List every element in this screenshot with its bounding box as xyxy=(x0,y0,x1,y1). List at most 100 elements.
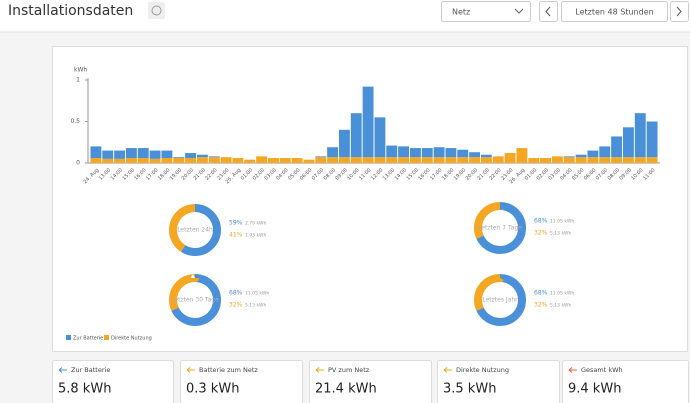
prev-button[interactable] xyxy=(539,1,558,22)
bar-segment xyxy=(575,157,587,163)
card-value: 3.5 kWh xyxy=(443,382,496,397)
donut-segment xyxy=(474,202,526,254)
bar-segment xyxy=(279,158,291,163)
donut-center-label: Letzten 7 Tage xyxy=(478,225,522,232)
bar-segment xyxy=(114,158,126,163)
donut-percent: 41% xyxy=(229,232,243,239)
bar-segment xyxy=(646,157,658,163)
prev-icon xyxy=(545,6,551,17)
stat-card xyxy=(309,360,432,403)
donut-amount: 2.79 kWh xyxy=(245,221,267,227)
bar-segment xyxy=(622,127,634,158)
card-icon xyxy=(186,367,195,373)
bar-segment xyxy=(433,157,445,163)
bar-segment xyxy=(587,157,599,163)
bar-segment xyxy=(563,156,575,158)
next-button[interactable] xyxy=(670,1,689,22)
bar-segment xyxy=(196,154,208,158)
donut-percent: 68% xyxy=(229,290,243,297)
bar-segment xyxy=(303,159,315,163)
bar-segment xyxy=(185,153,197,159)
bar-segment xyxy=(587,150,599,158)
bar-segment xyxy=(611,157,623,163)
bar-segment xyxy=(551,156,563,163)
bar-segment xyxy=(362,86,374,158)
bar-segment xyxy=(386,157,398,163)
bar-segment xyxy=(421,148,433,158)
bar-segment xyxy=(185,158,197,163)
bar-segment xyxy=(173,157,185,159)
bar-segment xyxy=(149,150,161,159)
bar-segment xyxy=(469,152,481,158)
card-label: Batterie zum Netz xyxy=(199,366,258,374)
range-button[interactable] xyxy=(561,1,668,22)
bar-segment xyxy=(540,158,552,163)
bar-segment xyxy=(457,149,469,158)
bar-segment xyxy=(398,146,410,158)
bar-segment xyxy=(398,157,410,163)
info-icon xyxy=(151,5,162,16)
bar-segment xyxy=(445,148,457,158)
select-box[interactable] xyxy=(441,1,531,22)
bar-segment xyxy=(173,158,185,163)
donut-segment xyxy=(474,274,526,326)
donut-amount: 5.13 kWh xyxy=(550,231,572,237)
bar-segment xyxy=(599,146,611,158)
bar-segment xyxy=(528,158,540,163)
donut-amount: 5.13 kWh xyxy=(550,303,572,309)
bar-segment xyxy=(480,154,492,158)
bar-segment xyxy=(646,121,658,158)
bar-segment xyxy=(374,157,386,163)
bar-segment xyxy=(350,113,362,158)
bar-segment xyxy=(409,148,421,158)
bar-segment xyxy=(102,158,114,163)
bar-segment xyxy=(374,117,386,158)
bar-segment xyxy=(256,156,268,163)
bar-segment xyxy=(267,158,279,163)
bar-segment xyxy=(315,157,327,163)
info-button[interactable] xyxy=(148,2,165,19)
donut-segment xyxy=(169,204,221,256)
bar-segment xyxy=(137,158,149,163)
bar-segment xyxy=(327,147,339,158)
card-value: 5.8 kWh xyxy=(58,382,111,397)
card-label: PV zum Netz xyxy=(328,366,370,374)
bar-segment xyxy=(350,157,362,163)
bar-segment xyxy=(125,148,137,159)
donut-segment xyxy=(169,274,221,326)
legend-swatch xyxy=(66,335,71,340)
stat-card xyxy=(437,360,560,403)
bar-segment xyxy=(327,157,339,163)
bar-segment xyxy=(409,157,421,163)
stat-card xyxy=(562,360,689,403)
bar-segment xyxy=(492,156,504,163)
donut-center-label: Letzten 24h xyxy=(177,227,213,234)
bar-segment xyxy=(114,150,126,159)
bar-segment xyxy=(149,158,161,163)
card-icon xyxy=(58,367,67,373)
donut-percent: 68% xyxy=(534,218,548,225)
bar-segment xyxy=(599,157,611,163)
bar-segment xyxy=(386,145,398,158)
y-tick-label: 0 xyxy=(76,160,80,167)
bar-segment xyxy=(338,157,350,163)
bar-segment xyxy=(611,136,623,158)
donut-center-label: Letzten 30 Tage xyxy=(171,297,219,304)
bar-segment xyxy=(433,147,445,158)
bar-segment xyxy=(480,157,492,163)
donut-amount: 11.05 kWh xyxy=(550,219,574,225)
card-icon xyxy=(315,367,324,373)
legend-label: Zur Batterie xyxy=(73,336,103,342)
card-icon xyxy=(443,367,452,373)
bar-segment xyxy=(563,157,575,163)
bar-segment xyxy=(232,158,244,163)
stat-card xyxy=(180,360,303,403)
card-label: Zur Batterie xyxy=(71,366,110,374)
range-label: Letzten 48 Stunden xyxy=(575,8,653,17)
bar-segment xyxy=(338,129,350,158)
bar-segment xyxy=(445,157,457,163)
bar-segment xyxy=(421,157,433,163)
bar-segment xyxy=(102,150,114,159)
bar-segment xyxy=(634,157,646,163)
